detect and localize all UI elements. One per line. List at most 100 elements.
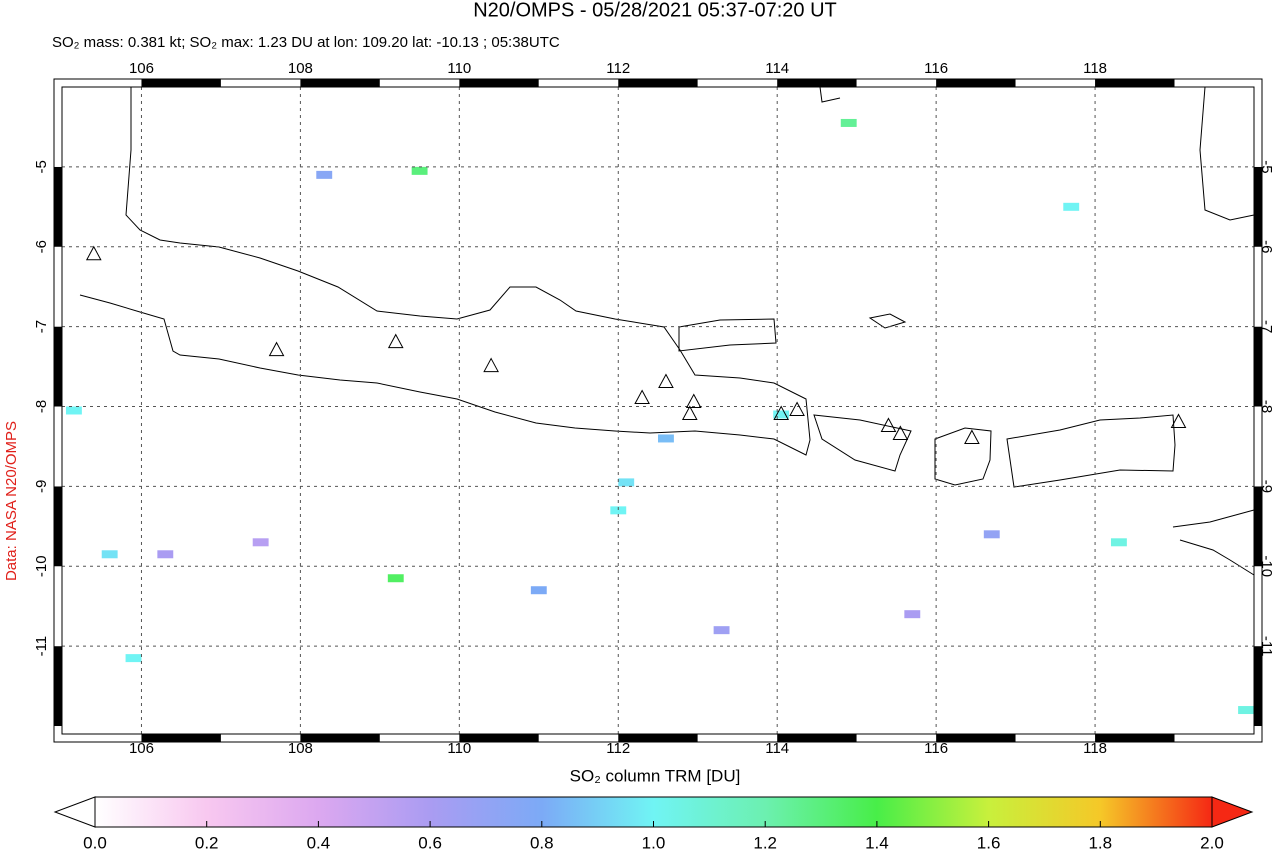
so2-pixel xyxy=(983,530,1000,539)
volcano xyxy=(268,341,285,357)
volcano xyxy=(964,429,980,444)
frame-band xyxy=(54,566,62,647)
volcano xyxy=(880,417,897,432)
frame-band xyxy=(856,79,937,87)
frame-band xyxy=(54,166,62,247)
x-tick-label: 106 xyxy=(129,60,154,77)
y-tick-label: -9 xyxy=(33,480,50,493)
frame-band xyxy=(300,734,380,742)
so2-pixel xyxy=(1110,538,1127,547)
frame-band xyxy=(1254,406,1262,487)
y-tick-label: -8 xyxy=(33,400,50,413)
volcano xyxy=(634,389,650,405)
frame-band xyxy=(618,734,698,742)
frame-band xyxy=(54,486,62,567)
frame-band xyxy=(1254,646,1262,727)
frame-band xyxy=(697,79,778,87)
so2-pixel xyxy=(658,434,674,443)
colorbar-extend-high xyxy=(1211,796,1254,828)
so2-pixel xyxy=(411,166,428,175)
x-tick-label: 108 xyxy=(288,60,313,77)
y-tick-label: -11 xyxy=(33,636,50,657)
so2-pixel xyxy=(101,550,118,559)
frame-band xyxy=(54,87,62,167)
volcano xyxy=(658,373,674,389)
frame-band xyxy=(141,79,221,87)
x-tick-label: 110 xyxy=(447,60,471,77)
volcano xyxy=(681,405,698,420)
so2-pixel xyxy=(840,118,857,127)
x-tick-label: 116 xyxy=(924,740,948,757)
frame-border xyxy=(61,86,1255,735)
frame-band xyxy=(936,79,1016,87)
frame-band xyxy=(1254,166,1262,247)
so2-pixel xyxy=(157,550,174,559)
so2-pixel xyxy=(904,610,921,619)
frame-band xyxy=(777,79,857,87)
frame-band xyxy=(141,734,221,742)
x-tick-label: 112 xyxy=(606,740,630,757)
frame-band xyxy=(1254,87,1262,167)
so2-pixel xyxy=(610,506,627,515)
frame-band xyxy=(1015,734,1096,742)
colorbar-tick-label: 1.2 xyxy=(753,833,777,852)
frame-band xyxy=(618,79,698,87)
frame-band xyxy=(936,734,1016,742)
credit: Data: NASA N20/OMPS xyxy=(3,421,20,581)
map-area xyxy=(62,87,1254,734)
frame-band xyxy=(1095,79,1175,87)
colorbar-tick-label: 1.6 xyxy=(977,833,1001,852)
x-tick-label: 108 xyxy=(288,740,313,757)
colorbar-tick-label: 0.0 xyxy=(83,833,107,852)
volcano xyxy=(789,401,805,416)
so2-pixel xyxy=(316,170,333,179)
y-tick-label: -10 xyxy=(33,555,50,577)
colorbar-tick-label: 0.4 xyxy=(307,833,331,852)
frame-band xyxy=(379,734,460,742)
frame-band xyxy=(538,734,619,742)
so2-pixel xyxy=(1063,202,1080,211)
frame-band xyxy=(1174,734,1254,742)
frame-band xyxy=(220,79,301,87)
frame-band xyxy=(62,734,142,742)
frame-band xyxy=(54,646,62,727)
colorbar-tick-label: 1.8 xyxy=(1088,833,1112,852)
frame-band xyxy=(459,79,539,87)
frame-band xyxy=(697,734,778,742)
colorbar-tick-label: 2.0 xyxy=(1200,833,1224,852)
colorbar-label: SO₂ column TRM [DU] xyxy=(570,766,741,785)
so2-pixel xyxy=(618,478,635,487)
colorbar-tick-label: 0.2 xyxy=(195,833,219,852)
colorbar-tick-label: 0.6 xyxy=(418,833,442,852)
volcano xyxy=(892,425,909,440)
frame-band xyxy=(220,734,301,742)
frame-band xyxy=(62,79,142,87)
map-frame xyxy=(53,78,1263,743)
coastlines xyxy=(79,86,1255,576)
x-tick-label: 112 xyxy=(606,60,630,77)
x-tick-label: 116 xyxy=(924,60,948,77)
so2-pixel xyxy=(387,574,404,583)
frame-band xyxy=(1254,246,1262,327)
so2-pixel xyxy=(773,410,790,419)
x-tick-label: 118 xyxy=(1083,740,1107,757)
x-tick-label: 114 xyxy=(765,740,789,757)
frame-band xyxy=(379,79,460,87)
frame-border xyxy=(53,78,1263,743)
map-background xyxy=(62,87,1254,734)
so2-pixel xyxy=(1238,706,1254,715)
frame-band xyxy=(1095,734,1175,742)
frame-band xyxy=(1254,566,1262,647)
so2-pixel xyxy=(713,626,730,635)
colorbar-tick-label: 1.4 xyxy=(865,833,889,852)
title: N20/OMPS - 05/28/2021 05:37-07:20 UT xyxy=(473,0,837,21)
frame-band xyxy=(1015,79,1096,87)
colorbar-extend-low xyxy=(53,796,96,828)
y-tick-label: -6 xyxy=(33,240,50,253)
colorbar-tick-label: 0.8 xyxy=(530,833,554,852)
frame-band xyxy=(54,406,62,487)
volcano xyxy=(387,333,404,349)
so2-pixel xyxy=(125,654,142,663)
frame-band xyxy=(459,734,539,742)
